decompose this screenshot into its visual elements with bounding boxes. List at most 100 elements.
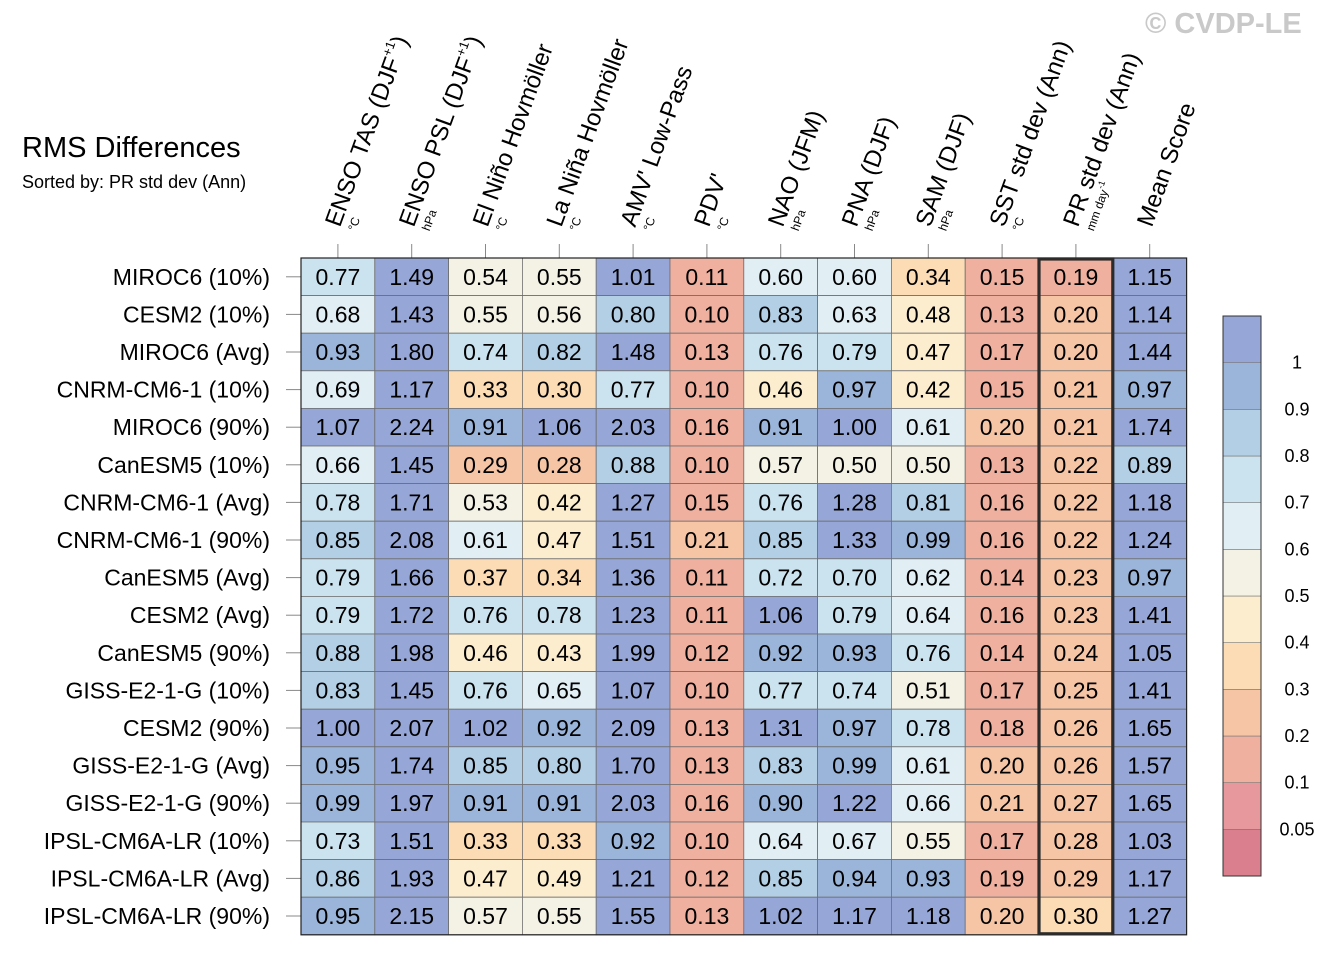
cell-value: 0.37: [463, 565, 508, 591]
cell-value: 0.15: [980, 377, 1025, 403]
cell-bg: [522, 596, 597, 635]
cell-bg: [891, 520, 966, 560]
col-label: El Niño Hovmöller: [468, 40, 559, 230]
cell-bg: [669, 257, 745, 296]
cell-bg: [669, 558, 745, 597]
cell-bg: [522, 633, 597, 672]
colorbar-label: 0.1: [1284, 773, 1309, 793]
cell-value: 0.76: [463, 602, 508, 628]
cell-bg: [595, 407, 671, 447]
cell-value: 0.66: [906, 790, 951, 816]
cell-value: 0.88: [316, 640, 361, 666]
cell-bg: [1038, 633, 1114, 672]
cell-value: 0.47: [537, 527, 582, 553]
cell-value: 0.92: [758, 640, 803, 666]
colorbar-label: 0.5: [1284, 586, 1309, 606]
cell-value: 0.10: [685, 677, 730, 703]
cell-value: 0.97: [832, 715, 877, 741]
cell-value: 0.74: [832, 677, 877, 703]
cell-bg: [964, 332, 1040, 372]
cell-value: 0.21: [1054, 377, 1099, 403]
cell-value: 1.49: [389, 264, 434, 290]
cell-value: 0.90: [758, 790, 803, 816]
cell-bg: [817, 859, 892, 898]
cell-value: 1.06: [537, 414, 582, 440]
cell-value: 0.10: [685, 377, 730, 403]
cell-value: 0.76: [758, 339, 803, 365]
cell-value: 1.36: [611, 565, 656, 591]
cell-value: 0.16: [980, 527, 1025, 553]
cell-value: 0.91: [537, 790, 582, 816]
col-label-group: PDV'°C: [689, 170, 733, 232]
cell-value: 1.18: [1127, 489, 1172, 515]
cell-value: 1.72: [389, 602, 434, 628]
cell-value: 0.19: [980, 865, 1025, 891]
cell-value: 0.61: [906, 753, 951, 779]
cell-bg: [817, 520, 892, 560]
cell-value: 0.17: [980, 339, 1025, 365]
row-label: CNRM-CM6-1 (10%): [57, 377, 270, 403]
cell-value: 0.89: [1127, 452, 1172, 478]
cell-value: 0.33: [463, 377, 508, 403]
chart-title: RMS Differences: [22, 132, 241, 164]
cell-value: 0.80: [611, 301, 656, 327]
cell-bg: [743, 558, 818, 597]
cell-bg: [300, 671, 376, 710]
cell-bg: [817, 708, 892, 748]
cell-value: 0.10: [685, 452, 730, 478]
cell-value: 0.91: [463, 790, 508, 816]
colorbar-segment: [1222, 549, 1262, 597]
cell-value: 0.33: [463, 828, 508, 854]
cell-bg: [374, 257, 449, 296]
cell-bg: [374, 370, 449, 409]
cell-value: 0.42: [537, 489, 582, 515]
cell-bg: [374, 784, 449, 823]
cell-bg: [891, 445, 966, 484]
cell-bg: [448, 633, 523, 672]
cell-value: 2.03: [611, 414, 656, 440]
cell-value: 0.88: [611, 452, 656, 478]
cell-bg: [374, 483, 449, 522]
row-label: CNRM-CM6-1 (90%): [57, 527, 270, 553]
row-label: MIROC6 (Avg): [120, 339, 270, 365]
cell-value: 0.20: [980, 903, 1025, 929]
cell-bg: [448, 520, 523, 560]
row-label: GISS-E2-1-G (10%): [66, 677, 271, 703]
colorbar-label: 0.8: [1284, 446, 1309, 466]
cell-bg: [669, 332, 745, 372]
colorbar-segment: [1222, 502, 1262, 550]
col-unit: hPa: [788, 207, 809, 232]
colorbar-segment: [1222, 595, 1262, 643]
cell-value: 0.54: [463, 264, 508, 290]
cell-value: 0.70: [832, 565, 877, 591]
cell-bg: [1112, 746, 1188, 785]
cell-value: 0.28: [1054, 828, 1099, 854]
cell-value: 0.20: [1054, 339, 1099, 365]
cell-value: 1.70: [611, 753, 656, 779]
cell-bg: [522, 483, 597, 522]
cell-bg: [817, 370, 892, 409]
cell-value: 0.67: [832, 828, 877, 854]
cell-bg: [448, 295, 523, 334]
cell-value: 0.93: [316, 339, 361, 365]
cell-bg: [669, 821, 745, 860]
cell-bg: [595, 445, 671, 484]
row-label: CESM2 (90%): [123, 715, 270, 741]
cell-bg: [891, 859, 966, 898]
cell-bg: [964, 633, 1040, 672]
cell-value: 0.34: [906, 264, 951, 290]
cell-bg: [669, 859, 745, 898]
cell-value: 1.03: [1127, 828, 1172, 854]
cell-bg: [522, 558, 597, 597]
cell-value: 0.93: [832, 640, 877, 666]
cell-value: 1.43: [389, 301, 434, 327]
cell-value: 0.92: [537, 715, 582, 741]
cell-value: 0.24: [1054, 640, 1099, 666]
cell-value: 0.51: [906, 677, 951, 703]
cell-value: 2.15: [389, 903, 434, 929]
col-label-group: SAM (DJF)hPa: [911, 109, 977, 232]
cell-value: 0.22: [1054, 452, 1099, 478]
cell-value: 0.92: [611, 828, 656, 854]
cell-bg: [669, 746, 745, 785]
row-label: IPSL-CM6A-LR (Avg): [51, 865, 270, 891]
